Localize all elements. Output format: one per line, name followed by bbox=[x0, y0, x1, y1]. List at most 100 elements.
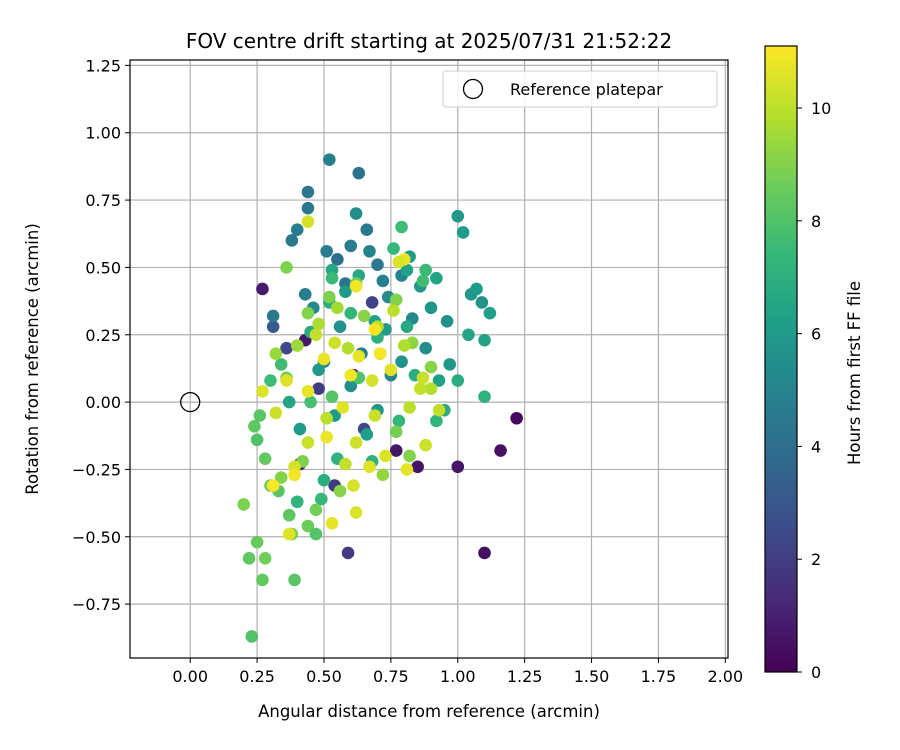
data-point bbox=[416, 371, 430, 385]
data-point bbox=[293, 422, 307, 436]
data-point bbox=[256, 573, 269, 587]
data-point bbox=[510, 411, 523, 425]
data-point bbox=[280, 341, 293, 355]
data-point bbox=[253, 409, 267, 422]
colorbar-tick-label: 0 bbox=[811, 663, 821, 682]
data-point bbox=[451, 209, 465, 223]
data-point bbox=[363, 460, 376, 474]
data-point bbox=[344, 379, 358, 393]
data-point bbox=[344, 239, 358, 253]
data-point bbox=[395, 355, 408, 368]
data-point bbox=[392, 255, 406, 269]
data-point bbox=[344, 368, 358, 382]
data-point bbox=[301, 436, 315, 449]
data-point bbox=[462, 328, 475, 342]
reference-marker bbox=[180, 391, 201, 413]
data-points bbox=[237, 153, 523, 643]
data-point bbox=[360, 428, 374, 441]
data-point bbox=[285, 234, 299, 247]
data-point bbox=[309, 527, 323, 541]
data-point bbox=[478, 546, 491, 560]
x-tick-label: 0.75 bbox=[373, 667, 409, 686]
legend-box bbox=[442, 70, 718, 108]
data-point bbox=[411, 460, 424, 474]
data-point bbox=[478, 333, 491, 347]
data-point bbox=[360, 223, 374, 237]
y-tick-label: 1.00 bbox=[85, 124, 121, 143]
data-point bbox=[430, 414, 443, 428]
data-point bbox=[266, 479, 280, 492]
data-point bbox=[341, 546, 355, 560]
data-point bbox=[376, 468, 390, 482]
data-point bbox=[250, 535, 264, 549]
data-point bbox=[317, 473, 331, 487]
y-tick-label: −0.75 bbox=[72, 595, 121, 614]
data-point bbox=[389, 425, 403, 439]
data-point bbox=[352, 166, 366, 180]
data-point bbox=[320, 430, 333, 444]
data-point bbox=[258, 452, 272, 465]
data-point bbox=[347, 479, 360, 492]
data-point bbox=[333, 484, 347, 498]
data-point bbox=[419, 263, 432, 277]
data-point bbox=[430, 271, 443, 285]
data-point bbox=[325, 517, 339, 530]
data-point bbox=[288, 468, 301, 482]
data-point bbox=[456, 226, 470, 239]
y-tick-label: 0.25 bbox=[85, 326, 121, 345]
y-axis-ticks: −0.75 −0.50 −0.25 0.00 0.25 0.50 0.75 1.00 1.25 bbox=[72, 56, 130, 614]
data-point bbox=[301, 201, 315, 215]
data-point bbox=[400, 320, 414, 333]
x-tick-label: 1.00 bbox=[440, 667, 476, 686]
data-point bbox=[328, 336, 341, 350]
data-point bbox=[269, 347, 283, 360]
data-point bbox=[250, 433, 264, 447]
data-point bbox=[315, 492, 328, 506]
y-axis-label: Rotation from reference (arcmin) bbox=[23, 223, 42, 495]
data-point bbox=[379, 449, 392, 463]
data-point bbox=[325, 271, 339, 285]
x-tick-label: 0.50 bbox=[306, 667, 342, 686]
data-point bbox=[309, 503, 323, 517]
data-point bbox=[419, 341, 432, 355]
x-tick-label: 2.00 bbox=[708, 667, 744, 686]
data-point bbox=[301, 306, 315, 320]
data-point bbox=[242, 552, 256, 565]
data-point bbox=[256, 282, 269, 296]
data-point bbox=[392, 414, 406, 428]
legend-marker-reference bbox=[462, 78, 484, 100]
data-point bbox=[264, 374, 277, 387]
data-point bbox=[443, 358, 457, 371]
data-point bbox=[389, 444, 403, 457]
data-point bbox=[274, 471, 288, 484]
data-point bbox=[312, 363, 325, 377]
colorbar-gradient bbox=[764, 45, 798, 673]
colorbar-tick-label: 10 bbox=[811, 99, 831, 118]
data-point bbox=[349, 279, 363, 293]
x-tick-label: 1.25 bbox=[507, 667, 543, 686]
legend: Reference platepar bbox=[442, 70, 718, 108]
colorbar-label: Hours from first FF file bbox=[845, 281, 864, 465]
data-point bbox=[424, 301, 438, 315]
y-tick-label: −0.50 bbox=[72, 528, 121, 547]
data-point bbox=[301, 215, 315, 228]
data-point bbox=[349, 436, 363, 449]
data-point bbox=[282, 508, 296, 522]
data-point bbox=[357, 309, 371, 323]
data-point bbox=[494, 444, 507, 457]
colorbar: 0 2 4 6 8 10 Hours from first FF file bbox=[764, 45, 864, 682]
data-point bbox=[336, 401, 350, 414]
data-point bbox=[397, 339, 411, 352]
data-point bbox=[288, 573, 301, 587]
data-point bbox=[282, 395, 296, 409]
data-point bbox=[274, 358, 288, 371]
plot-frame bbox=[129, 59, 729, 659]
data-point bbox=[424, 382, 438, 395]
data-point bbox=[395, 220, 408, 234]
data-point bbox=[371, 258, 384, 272]
data-point bbox=[432, 374, 446, 387]
data-point bbox=[373, 347, 387, 360]
data-point bbox=[349, 207, 363, 220]
data-point bbox=[320, 411, 333, 425]
